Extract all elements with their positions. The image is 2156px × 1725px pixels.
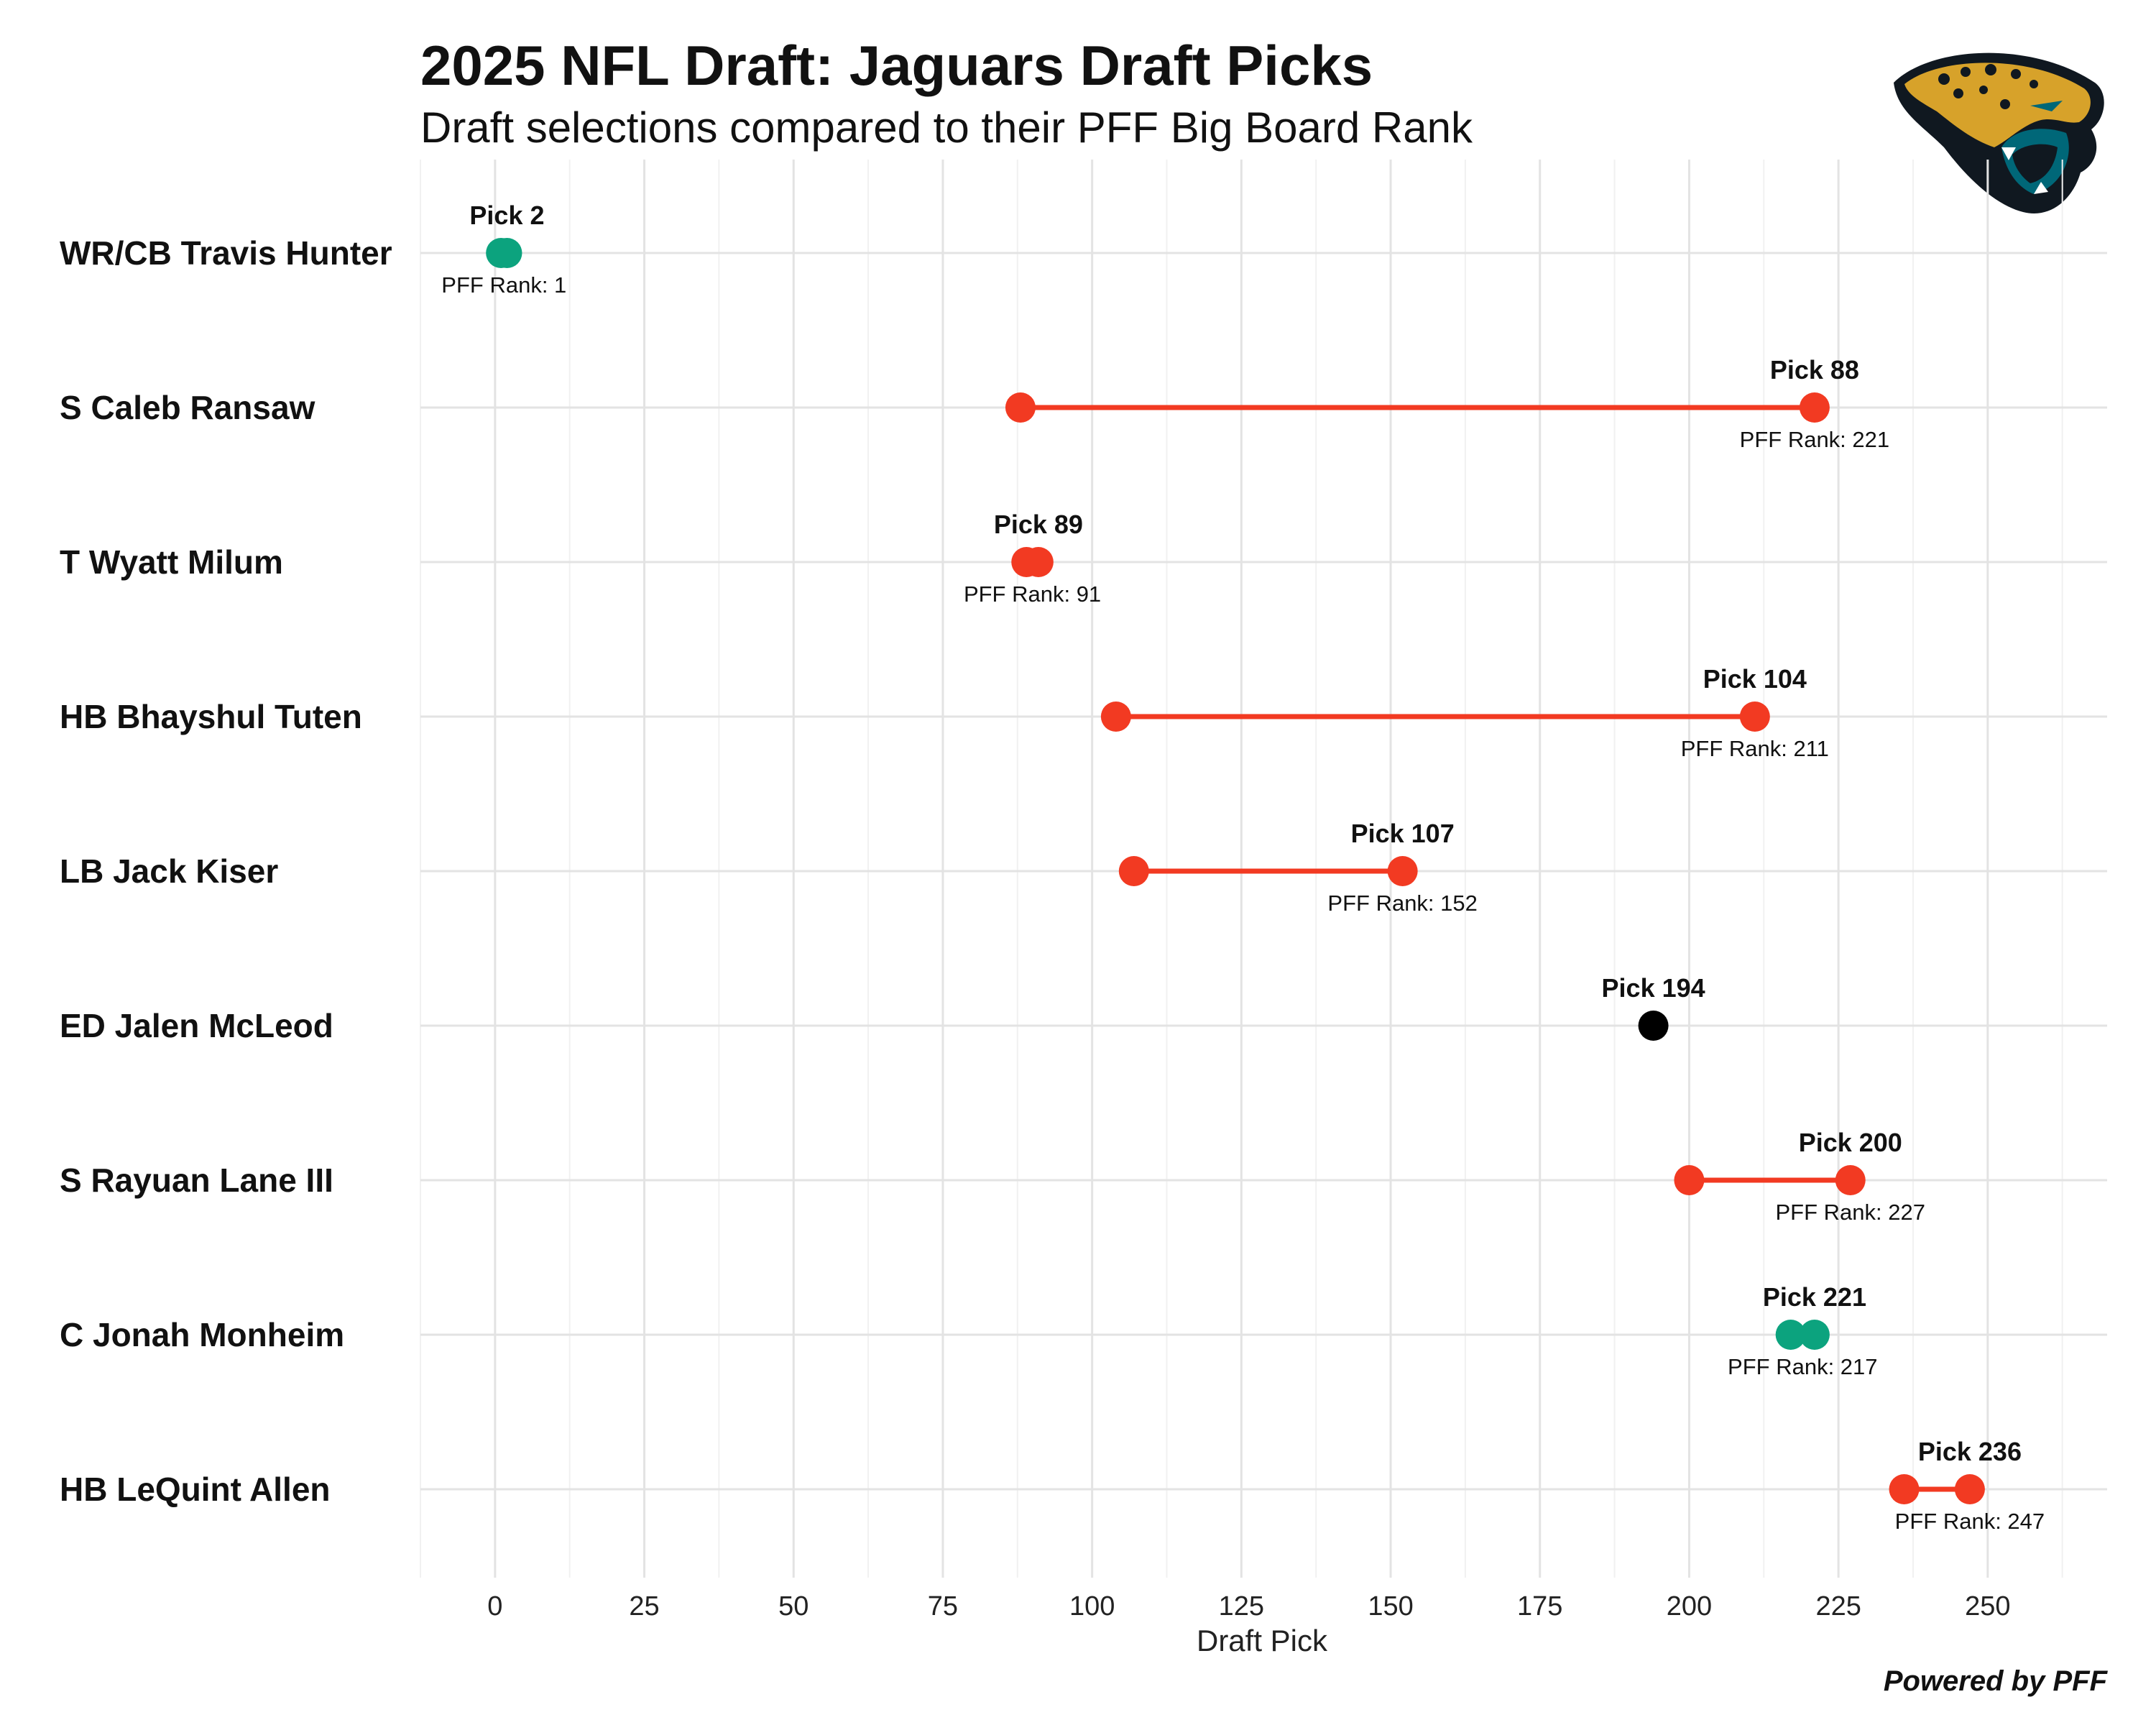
player-label: HB LeQuint Allen — [60, 1471, 331, 1508]
pick-label: Pick 221 — [1763, 1282, 1866, 1312]
pff-rank-label: PFF Rank: 211 — [1681, 736, 1829, 761]
pff-rank-point — [1799, 392, 1830, 423]
x-tick-label: 25 — [629, 1591, 659, 1622]
draft-pick-point — [1638, 1011, 1669, 1041]
player-label: ED Jalen McLeod — [60, 1007, 333, 1044]
x-tick-label: 75 — [928, 1591, 958, 1622]
pff-rank-point — [1387, 856, 1418, 886]
pff-rank-label: PFF Rank: 247 — [1895, 1509, 2045, 1534]
pff-rank-point — [1835, 1165, 1866, 1195]
x-tick-label: 150 — [1368, 1591, 1413, 1622]
pick-label: Pick 236 — [1918, 1437, 2022, 1466]
pff-rank-label: PFF Rank: 217 — [1728, 1354, 1877, 1379]
x-tick-label: 225 — [1815, 1591, 1861, 1622]
pick-label: Pick 200 — [1799, 1128, 1902, 1157]
x-tick-label: 100 — [1069, 1591, 1115, 1622]
player-label: HB Bhayshul Tuten — [60, 698, 362, 735]
pff-rank-label: PFF Rank: 221 — [1740, 427, 1889, 452]
chart-subtitle: Draft selections compared to their PFF B… — [420, 104, 1473, 152]
x-tick-label: 250 — [1965, 1591, 2010, 1622]
draft-pick-point — [1011, 547, 1042, 577]
pff-rank-label: PFF Rank: 152 — [1327, 891, 1477, 916]
draft-pick-point — [1799, 1320, 1830, 1350]
credit-text: Powered by PFF — [1884, 1665, 2109, 1697]
player-label: C Jonah Monheim — [60, 1316, 344, 1353]
pff-rank-label: PFF Rank: 227 — [1776, 1200, 1925, 1225]
pick-label: Pick 194 — [1602, 973, 1705, 1003]
player-label: LB Jack Kiser — [60, 852, 278, 890]
player-label: T Wyatt Milum — [60, 543, 283, 581]
draft-pick-point — [1889, 1474, 1920, 1504]
x-tick-label: 175 — [1517, 1591, 1562, 1622]
pff-rank-point — [1775, 1320, 1806, 1350]
player-label: WR/CB Travis Hunter — [60, 234, 392, 272]
chart-title: 2025 NFL Draft: Jaguars Draft Picks — [420, 34, 1373, 97]
pick-label: Pick 89 — [994, 510, 1083, 539]
draft-pick-point — [1100, 702, 1131, 732]
x-tick-label: 50 — [778, 1591, 808, 1622]
pff-rank-point — [1739, 702, 1770, 732]
draft-pick-point — [1118, 856, 1149, 886]
pick-label: Pick 107 — [1351, 819, 1455, 848]
pick-label: Pick 104 — [1703, 664, 1807, 694]
draft-pick-point — [492, 238, 522, 268]
draft-pick-point — [1005, 392, 1036, 423]
pff-rank-label: PFF Rank: 1 — [441, 272, 566, 298]
pick-label: Pick 2 — [469, 201, 544, 230]
x-tick-label: 125 — [1219, 1591, 1264, 1622]
pff-rank-point — [1954, 1474, 1985, 1504]
x-tick-label: 0 — [487, 1591, 502, 1622]
pick-label: Pick 88 — [1770, 355, 1859, 385]
player-label: S Caleb Ransaw — [60, 389, 315, 426]
pff-rank-label: PFF Rank: 91 — [964, 581, 1101, 607]
x-tick-label: 200 — [1667, 1591, 1712, 1622]
x-axis-title: Draft Pick — [1197, 1624, 1328, 1657]
jaguar-head-logo-icon — [1894, 52, 2104, 213]
draft-pick-point — [1674, 1165, 1705, 1195]
player-label: S Rayuan Lane III — [60, 1162, 333, 1199]
